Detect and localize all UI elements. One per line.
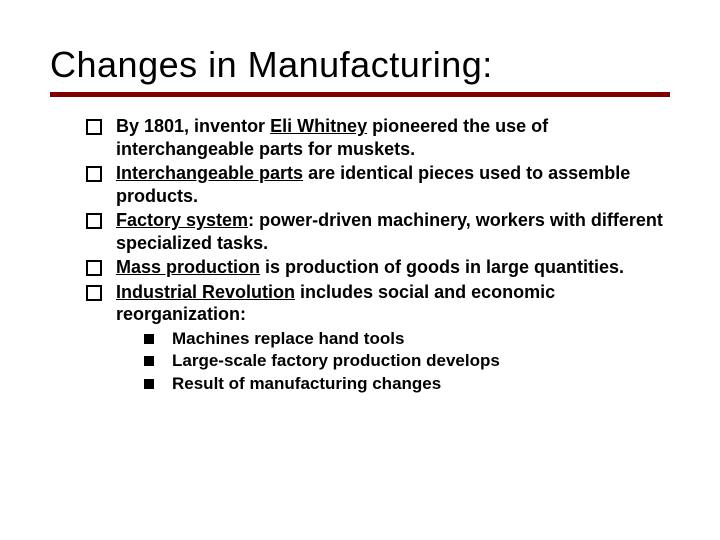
bullet-text-segment: Factory system [116,210,248,230]
sub-bullet-list: Machines replace hand toolsLarge-scale f… [116,328,670,397]
bullet-item: Factory system: power-driven machinery, … [86,209,670,254]
bullet-text-segment: By 1801, inventor [116,116,270,136]
sub-bullet-item: Large-scale factory production develops [144,350,670,373]
bullet-text-segment: Industrial Revolution [116,282,295,302]
title-underline [50,92,670,97]
bullet-item: Interchangeable parts are identical piec… [86,162,670,207]
slide-title: Changes in Manufacturing: [50,44,670,86]
slide: Changes in Manufacturing: By 1801, inven… [0,0,720,540]
bullet-item: By 1801, inventor Eli Whitney pioneered … [86,115,670,160]
bullet-item: Mass production is production of goods i… [86,256,670,279]
bullet-list: By 1801, inventor Eli Whitney pioneered … [50,115,670,396]
bullet-text-segment: Eli Whitney [270,116,367,136]
bullet-text-segment: Interchangeable parts [116,163,303,183]
bullet-item: Industrial Revolution includes social an… [86,281,670,397]
bullet-text-segment: is production of goods in large quantiti… [260,257,624,277]
sub-bullet-item: Result of manufacturing changes [144,373,670,396]
bullet-text-segment: Mass production [116,257,260,277]
sub-bullet-item: Machines replace hand tools [144,328,670,351]
